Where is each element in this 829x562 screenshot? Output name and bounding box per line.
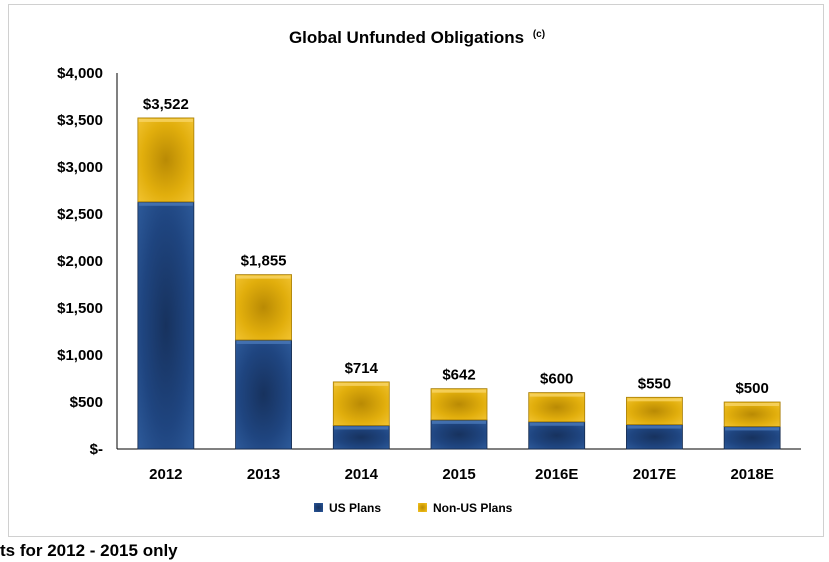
svg-text:Global Unfunded Obligations: Global Unfunded Obligations (c) (289, 28, 545, 47)
chart-title: Global Unfunded Obligations (c) (289, 28, 545, 47)
y-tick-label: $- (90, 441, 103, 458)
y-tick-label: $500 (70, 394, 103, 411)
footnote: ts for 2012 - 2015 only (0, 541, 178, 560)
y-tick-label: $4,000 (57, 65, 103, 82)
bar-segment-us-plans (137, 201, 195, 450)
y-axis: $- $500 $1,000 $1,500 $2,000 $2,500 $3,000 $3,5… (57, 65, 118, 458)
bar-total-label: $600 (540, 371, 573, 388)
bar-segment-non-us-plans (723, 401, 781, 427)
legend: US Plans Non-US Plans (314, 501, 513, 515)
bar-segment-highlight (236, 275, 291, 279)
chart-title-text: Global Unfunded Obligations (289, 28, 524, 47)
bar-segment-highlight (432, 389, 486, 393)
chart-svg: Global Unfunded Obligations (c) $- $500 $1… (57, 28, 801, 515)
bar-segment-non-us-plans (235, 274, 292, 341)
x-tick-label: 2016E (535, 466, 578, 483)
x-tick-label: 2012 (149, 466, 182, 483)
bar-segment-highlight (725, 403, 780, 406)
bar-segment-non-us-plans (430, 388, 488, 421)
y-tick-label: $2,500 (57, 206, 103, 223)
bar-segment-highlight (627, 398, 682, 402)
legend-swatch-non-us-plans (418, 503, 427, 512)
chart-frame: Global Unfunded Obligations (c) $- $500 $1… (8, 4, 824, 537)
bar-total-label: $3,522 (143, 96, 189, 113)
x-tick-label: 2017E (633, 466, 676, 483)
bar-segment-highlight (334, 382, 389, 386)
bar-segment-non-us-plans (137, 117, 195, 203)
x-axis: 2012 2013 2014 2015 2016E 2017E 2018E (117, 448, 801, 483)
bar-segment-highlight (432, 420, 486, 424)
bar-segment-non-us-plans (528, 392, 586, 423)
y-tick-label: $3,500 (57, 112, 103, 129)
bar-segment-highlight (529, 393, 584, 397)
legend-swatch-us-plans (314, 503, 323, 512)
x-tick-label: 2018E (730, 466, 773, 483)
x-tick-label: 2015 (442, 466, 475, 483)
bar-segment-highlight (627, 425, 682, 429)
bar-segment-us-plans (626, 424, 683, 450)
bar-segment-us-plans (235, 339, 292, 450)
y-tick-label: $2,000 (57, 253, 103, 270)
x-tick-label: 2014 (345, 466, 379, 483)
x-tick-label: 2013 (247, 466, 280, 483)
bar-segment-non-us-plans (332, 381, 390, 426)
bar-segment-highlight (236, 340, 291, 344)
bar-segment-highlight (138, 118, 193, 122)
legend-label: Non-US Plans (433, 501, 513, 515)
legend-label: US Plans (329, 501, 381, 515)
bar-total-label: $1,855 (241, 253, 287, 270)
bar-segment-us-plans (430, 419, 488, 450)
bar-total-label: $500 (735, 380, 768, 397)
bar-segment-highlight (725, 427, 780, 431)
bar-total-label: $642 (442, 367, 475, 384)
bar-segment-non-us-plans (626, 396, 683, 425)
bar-segment-highlight (334, 426, 389, 430)
y-tick-label: $3,000 (57, 159, 103, 176)
bar-segment-highlight (529, 422, 584, 426)
y-tick-label: $1,500 (57, 300, 103, 317)
bar-total-label: $714 (345, 360, 379, 377)
y-tick-label: $1,000 (57, 347, 103, 364)
bar-segment-highlight (138, 202, 193, 206)
bars: $3,522 $1,855 $714 $642 $600 $550 $500 (137, 96, 781, 450)
chart-title-superscript: (c) (533, 29, 545, 40)
bar-total-label: $550 (638, 375, 671, 392)
bar-segment-us-plans (528, 421, 586, 450)
